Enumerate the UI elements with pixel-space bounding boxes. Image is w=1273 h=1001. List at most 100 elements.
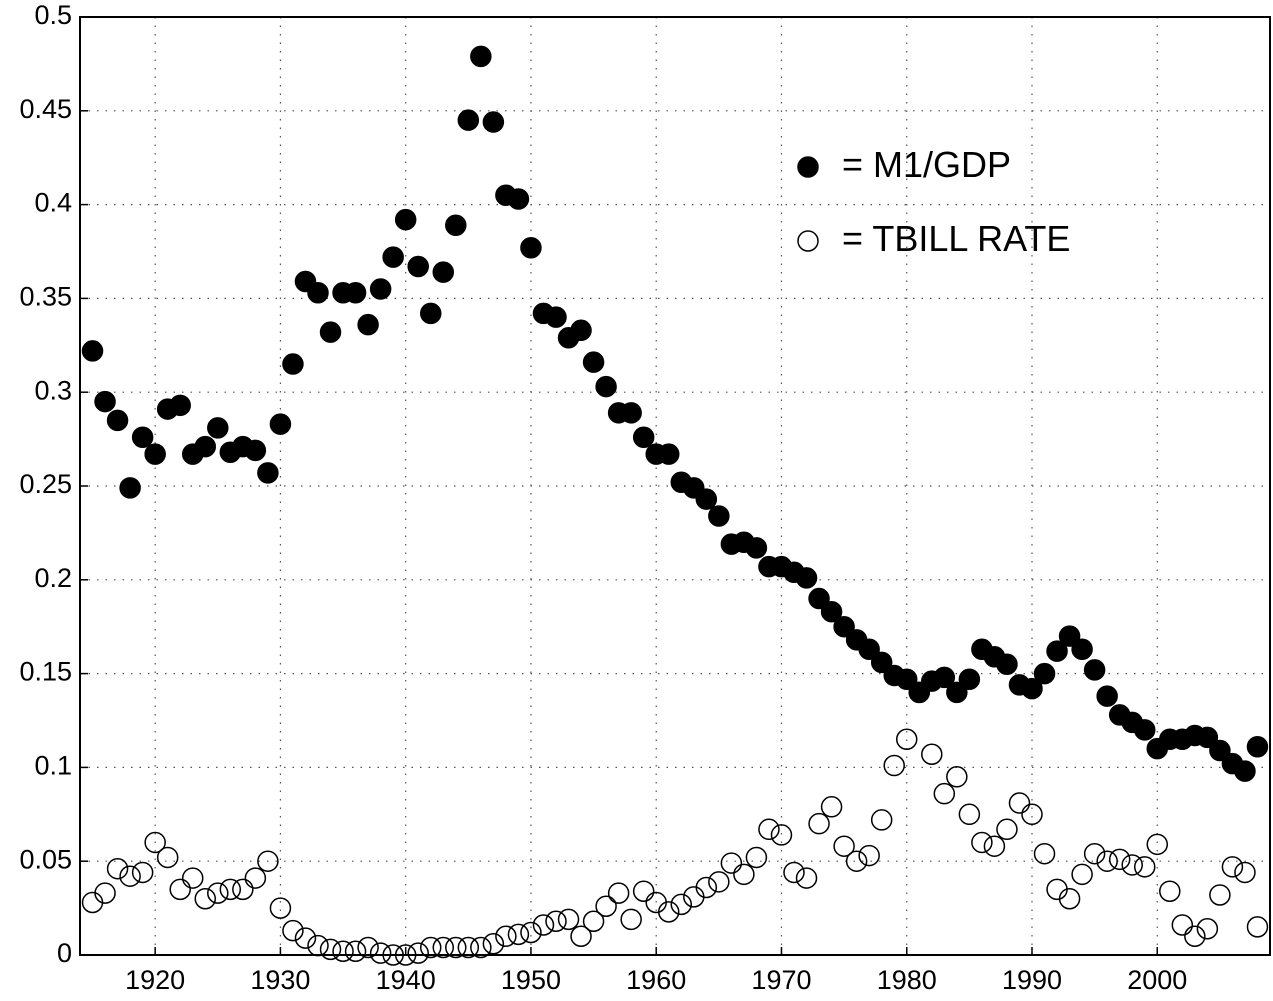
x-tick-label: 1990: [1002, 965, 1062, 995]
point: [1209, 739, 1231, 762]
point: [507, 923, 530, 946]
point: [1196, 726, 1219, 749]
point: [169, 878, 191, 901]
point: [1046, 640, 1068, 662]
point: [595, 375, 617, 398]
legend-marker: [797, 156, 819, 178]
point: [507, 188, 530, 210]
y-tick-label: 0.4: [34, 188, 72, 218]
point: [445, 936, 467, 959]
point: [1033, 662, 1056, 685]
point: [119, 865, 141, 887]
point: [106, 857, 129, 880]
point: [582, 351, 605, 373]
point: [181, 867, 204, 889]
point: [996, 818, 1018, 841]
point: [269, 413, 292, 435]
point: [620, 402, 642, 424]
point: [307, 282, 329, 304]
point: [495, 925, 517, 947]
point: [282, 919, 304, 942]
point: [1133, 719, 1156, 741]
point: [144, 443, 166, 465]
point: [294, 927, 317, 949]
point: [833, 835, 855, 857]
point: [207, 882, 229, 904]
point: [1121, 854, 1143, 876]
point: [394, 944, 417, 966]
point: [94, 882, 116, 904]
point: [820, 796, 843, 818]
y-tick-label: 0.2: [34, 563, 72, 593]
point: [1021, 677, 1043, 700]
point: [357, 313, 379, 336]
point: [657, 443, 680, 465]
point: [971, 831, 993, 854]
point: [520, 236, 542, 259]
point: [720, 852, 743, 874]
point: [344, 940, 367, 962]
point: [783, 861, 805, 884]
point: [983, 835, 1006, 857]
point: [1096, 685, 1118, 707]
point: [745, 537, 768, 559]
point: [244, 867, 267, 889]
point: [307, 934, 329, 957]
point: [257, 850, 279, 872]
point: [808, 812, 830, 835]
point: [820, 600, 843, 623]
point: [482, 932, 505, 955]
x-tick-label: 1920: [125, 965, 185, 995]
point: [582, 910, 605, 932]
point: [470, 45, 492, 68]
point: [319, 321, 342, 343]
legend-marker: [797, 230, 819, 252]
point: [670, 893, 693, 916]
x-tick-label: 1980: [877, 965, 937, 995]
point: [419, 302, 442, 325]
y-tick-label: 0.15: [19, 657, 72, 687]
point: [207, 417, 229, 439]
point: [119, 477, 141, 499]
point: [733, 863, 755, 886]
point: [319, 938, 342, 961]
point: [708, 505, 730, 527]
point: [946, 766, 968, 788]
point: [895, 728, 918, 751]
point: [81, 340, 104, 362]
point: [1083, 659, 1106, 681]
point: [156, 846, 179, 869]
point: [808, 587, 830, 610]
point: [770, 824, 793, 846]
x-tick-label: 1960: [626, 965, 686, 995]
point: [457, 109, 480, 131]
point: [369, 278, 392, 300]
point: [144, 831, 166, 854]
point: [432, 936, 455, 959]
point: [895, 668, 918, 690]
point: [419, 936, 442, 959]
legend-label: = M1/GDP: [842, 144, 1011, 185]
point: [382, 944, 404, 966]
point: [870, 809, 893, 831]
y-tick-label: 0.3: [34, 375, 72, 405]
point: [1071, 863, 1093, 886]
point: [996, 653, 1018, 675]
point: [1083, 842, 1106, 865]
point: [958, 668, 981, 690]
point: [470, 936, 492, 959]
point: [244, 439, 267, 462]
point: [520, 921, 542, 944]
point: [620, 908, 642, 931]
point: [607, 882, 630, 904]
y-tick-label: 0.1: [34, 751, 72, 781]
y-tick-label: 0: [57, 938, 72, 968]
point: [858, 844, 880, 867]
point: [1171, 914, 1194, 936]
x-tick-label: 1940: [376, 965, 436, 995]
point: [1033, 842, 1056, 865]
point: [632, 880, 655, 902]
point: [1021, 803, 1043, 826]
point: [545, 910, 567, 932]
